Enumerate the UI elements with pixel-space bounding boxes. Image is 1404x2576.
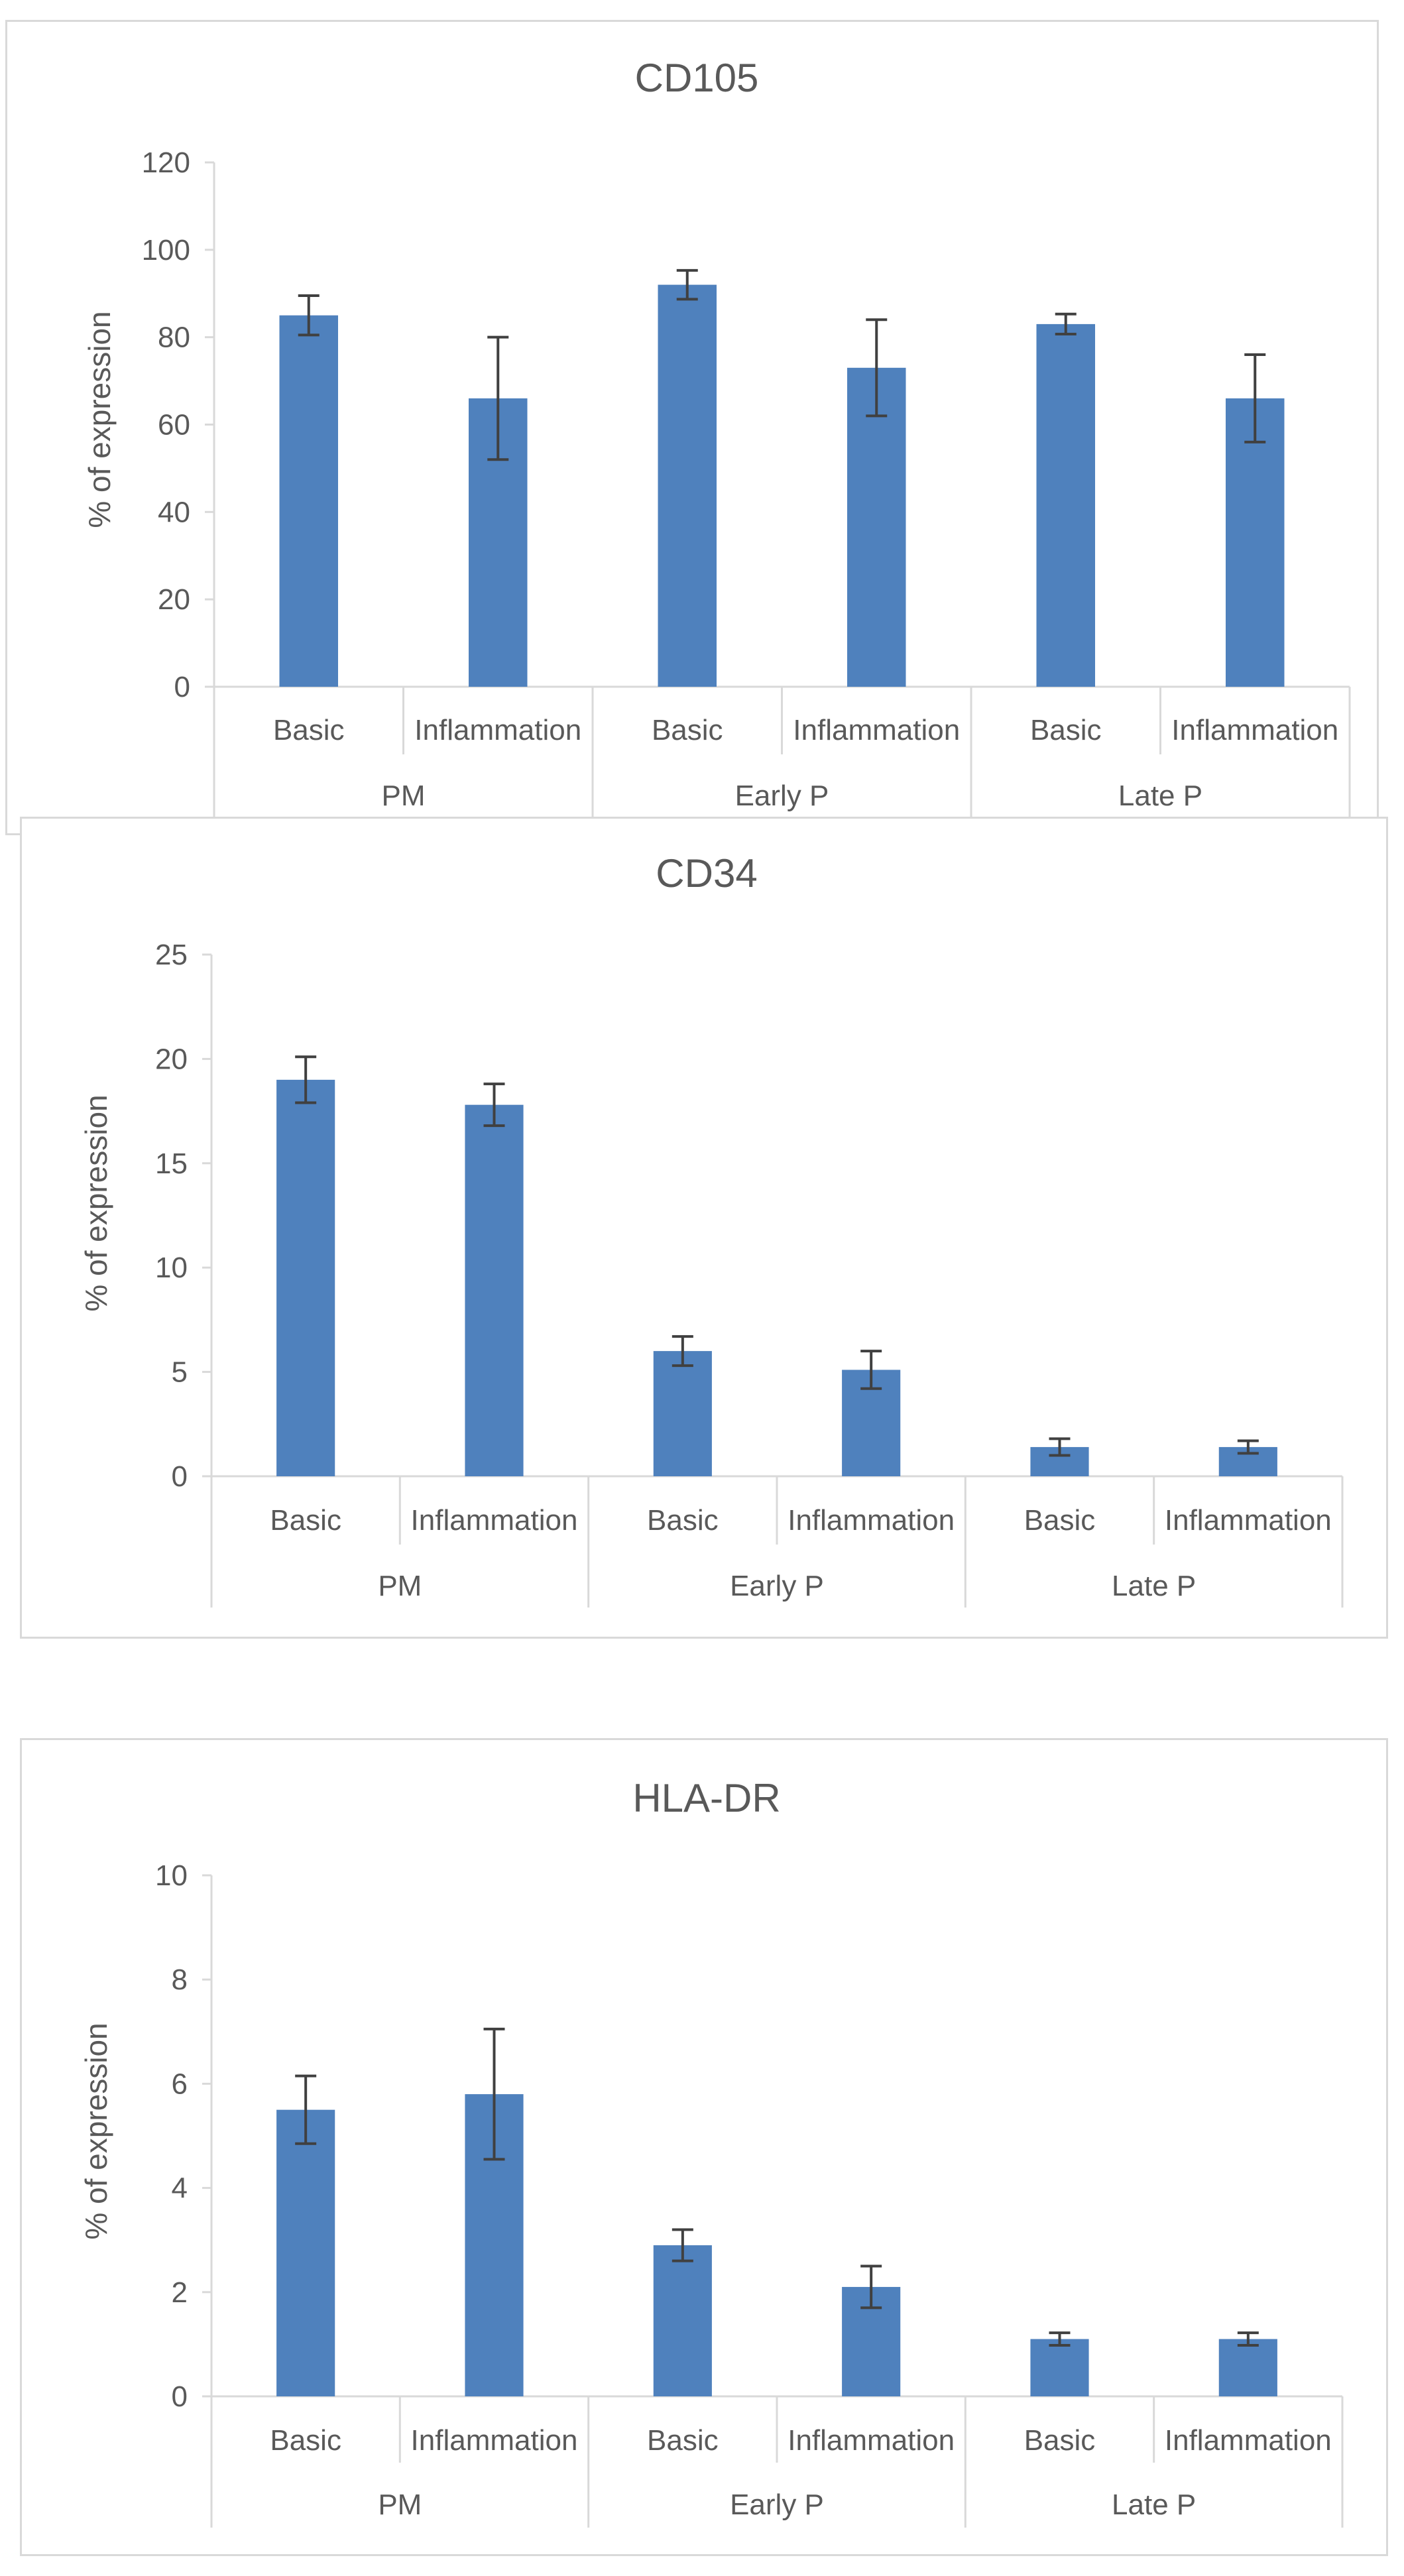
x-category-label: Inflammation	[1165, 1504, 1332, 1537]
y-tick-label: 60	[158, 409, 190, 441]
x-group-label: Late P	[1118, 780, 1202, 812]
x-group-label: Late P	[1112, 1570, 1196, 1602]
y-tick-label: 6	[172, 2068, 188, 2100]
y-tick-label: 0	[174, 671, 190, 703]
chart-panel-cd34: CD34 % of expression 0 5 10 15 20 25 Basic Infl…	[20, 817, 1388, 1639]
bar	[465, 1104, 524, 1476]
x-category-label: Basic	[270, 1504, 341, 1537]
chart-hla-dr: HLA-DR % of expression 0 2 4 6 8 10 Basic Infla…	[79, 1776, 1344, 2528]
y-tick-label: 8	[172, 1963, 188, 1996]
x-category-label: Basic	[647, 1504, 719, 1537]
y-tick-label: 20	[158, 583, 190, 616]
bar	[276, 2109, 335, 2396]
chart-title: CD105	[635, 56, 759, 100]
y-axis-label: % of expression	[82, 311, 117, 528]
chart-title: CD34	[656, 851, 757, 896]
x-category-label: Inflammation	[414, 714, 581, 746]
y-tick-label: 40	[158, 496, 190, 528]
bar	[653, 1351, 712, 1476]
y-tick-label: 15	[155, 1147, 188, 1180]
chart-panel-cd105: CD105 % of expression 0 20 40 60 80 100 120 Bas…	[5, 20, 1379, 835]
bar	[1218, 2339, 1277, 2396]
chart-panel-hla-dr: HLA-DR % of expression 0 2 4 6 8 10 Basic Infla…	[20, 1738, 1388, 2556]
chart-title: HLA-DR	[632, 1776, 780, 1820]
bar	[653, 2245, 712, 2396]
x-category-label: Basic	[1024, 1504, 1096, 1537]
bar	[1225, 398, 1285, 687]
y-tick-label: 2	[172, 2276, 188, 2309]
x-category-label: Inflammation	[1171, 714, 1338, 746]
x-category-label: Inflammation	[788, 2424, 955, 2457]
y-axis-label: % of expression	[79, 2022, 113, 2239]
x-group-label: Early P	[735, 780, 829, 812]
bar	[1030, 2339, 1089, 2396]
x-group-label: PM	[382, 780, 426, 812]
bar	[847, 367, 906, 687]
y-tick-label: 20	[155, 1043, 188, 1075]
x-category-label: Inflammation	[1165, 2424, 1332, 2457]
x-group-label: Early P	[730, 2488, 824, 2521]
y-tick-label: 80	[158, 322, 190, 354]
y-axis-label: % of expression	[79, 1094, 113, 1311]
x-group-label: PM	[378, 1570, 422, 1602]
x-category-label: Basic	[1030, 714, 1102, 746]
y-tick-label: 4	[172, 2172, 188, 2205]
x-category-label: Basic	[270, 2424, 341, 2457]
x-group-label: Early P	[730, 1570, 824, 1602]
bar	[1036, 323, 1096, 687]
x-category-label: Inflammation	[788, 1504, 955, 1537]
chart-cd34: CD34 % of expression 0 5 10 15 20 25 Basic Infl…	[79, 851, 1344, 1608]
y-tick-label: 0	[172, 2380, 188, 2413]
x-category-label: Basic	[1024, 2424, 1096, 2457]
x-category-label: Inflammation	[793, 714, 960, 746]
x-category-label: Basic	[273, 714, 345, 746]
chart-cd105: CD105 % of expression 0 20 40 60 80 100 120 Bas…	[82, 56, 1351, 817]
y-tick-label: 10	[155, 1859, 188, 1892]
y-tick-label: 5	[172, 1356, 188, 1389]
y-tick-label: 10	[155, 1252, 188, 1284]
x-group-label: Late P	[1112, 2488, 1196, 2521]
x-group-label: PM	[378, 2488, 422, 2521]
x-category-label: Basic	[647, 2424, 719, 2457]
y-tick-label: 120	[142, 146, 190, 179]
y-tick-label: 0	[172, 1460, 188, 1493]
y-tick-label: 25	[155, 939, 188, 971]
y-tick-label: 100	[142, 234, 190, 266]
bar	[658, 284, 717, 687]
x-category-label: Basic	[652, 714, 723, 746]
x-category-label: Inflammation	[411, 1504, 578, 1537]
bar	[279, 315, 339, 687]
x-category-label: Inflammation	[411, 2424, 578, 2457]
bar	[276, 1079, 335, 1476]
